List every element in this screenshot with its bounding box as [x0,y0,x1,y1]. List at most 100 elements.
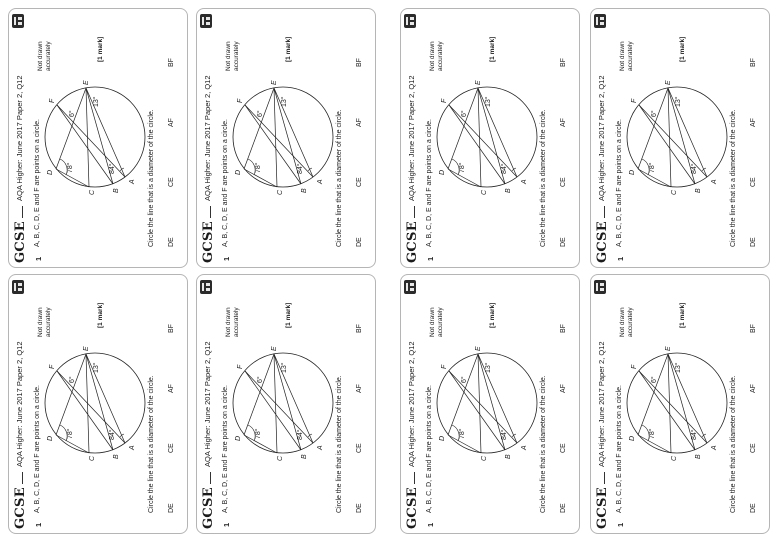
option-de[interactable]: DE [750,237,757,247]
option-ce[interactable]: CE [750,177,757,187]
option-bf[interactable]: BF [560,324,567,333]
option-bf[interactable]: BF [356,58,363,67]
option-ce[interactable]: CE [560,443,567,453]
option-bf[interactable]: BF [356,324,363,333]
option-af[interactable]: AF [750,384,757,393]
option-de[interactable]: DE [168,237,175,247]
card-content: GCSE AQA Higher: June 2017 Paper 2, Q12 … [591,9,769,267]
angle-label-84: 84° [500,163,508,174]
question-number: 1 [222,522,231,527]
option-de[interactable]: DE [356,237,363,247]
instruction: Circle the line that is a diameter of th… [540,375,547,513]
point-c-label: C [481,455,488,461]
option-de[interactable]: DE [560,237,567,247]
chord-af [244,370,314,444]
question-source: AQA Higher: June 2017 Paper 2, Q12 [597,341,606,468]
angle-label-78: 78° [66,428,74,439]
chord-bf [244,370,302,451]
option-de[interactable]: DE [356,503,363,513]
mark-allocation: [1 mark] [679,302,686,328]
option-bf[interactable]: BF [560,58,567,67]
chord-dc [55,168,90,188]
option-af[interactable]: AF [750,118,757,127]
point-f-label: F [631,364,638,369]
question-stem: A, B, C, D, E and F are points on a circ… [222,385,229,513]
title-dash [604,472,605,484]
angle-label-84: 84° [108,163,116,174]
angle-arc-a [307,433,313,438]
question-number: 1 [426,256,435,261]
option-af[interactable]: AF [560,118,567,127]
option-de[interactable]: DE [560,503,567,513]
option-af[interactable]: AF [168,118,175,127]
angle-label-13: 13° [92,96,100,107]
option-bf[interactable]: BF [750,58,757,67]
chord-af [56,104,126,178]
option-af[interactable]: AF [356,118,363,127]
option-bf[interactable]: BF [168,324,175,333]
angle-label-13: 13° [484,362,492,373]
worksheet-card-1: GCSE AQA Higher: June 2017 Paper 2, Q12 … [8,8,188,268]
point-b-label: B [301,188,308,193]
option-ce[interactable]: CE [356,177,363,187]
chord-bf [448,370,506,451]
angle-arc-d [247,424,256,442]
angle-arc-a [307,167,313,172]
chord-af [244,104,314,178]
angle-label-6: 6° [256,110,264,117]
chord-bf [56,104,114,185]
instruction: Circle the line that is a diameter of th… [336,109,343,247]
gcse-logo-text: GCSE [201,221,216,263]
angle-label-84: 84° [690,429,698,440]
option-af[interactable]: AF [560,384,567,393]
chord-be [273,87,302,185]
option-af[interactable]: AF [168,384,175,393]
circle [626,86,728,188]
instruction: Circle the line that is a diameter of th… [148,375,155,513]
chord-bf [244,104,302,185]
option-bf[interactable]: BF [750,324,757,333]
point-a-label: A [317,179,324,185]
angle-arc-d [247,158,256,176]
circle [626,352,728,454]
point-d-label: D [629,436,636,441]
option-de[interactable]: DE [168,503,175,513]
card-content: GCSE AQA Higher: June 2017 Paper 2, Q12 … [9,9,187,267]
chord-bf [56,370,114,451]
chord-af [638,370,708,444]
chord-ce [85,353,90,454]
option-ce[interactable]: CE [750,443,757,453]
angle-label-6: 6° [256,376,264,383]
card-content: GCSE AQA Higher: June 2017 Paper 2, Q12 … [197,9,375,267]
circle-diagram: A B C D E F 84° 78° 6° 13° [436,346,538,461]
point-f-label: F [237,98,244,103]
circle-diagram: A B C D E F 84° 78° 6° 13° [626,80,728,195]
gcse-logo-text: GCSE [595,221,610,263]
worksheet-card-6: GCSE AQA Higher: June 2017 Paper 2, Q12 … [400,274,580,534]
chord-be [85,87,114,185]
option-ce[interactable]: CE [356,443,363,453]
angle-label-13: 13° [280,96,288,107]
chord-de [243,87,275,170]
option-de[interactable]: DE [750,503,757,513]
circle-diagram: A B C D E F 84° 78° 6° 13° [436,80,538,195]
option-bf[interactable]: BF [168,58,175,67]
angle-label-6: 6° [460,376,468,383]
chord-ae [667,87,708,178]
angle-arc-d [641,158,650,176]
card-content: GCSE AQA Higher: June 2017 Paper 2, Q12 … [9,275,187,533]
worksheet-card-2: GCSE AQA Higher: June 2017 Paper 2, Q12 … [8,274,188,534]
question-stem: A, B, C, D, E and F are points on a circ… [34,385,41,513]
option-ce[interactable]: CE [560,177,567,187]
question-source: AQA Higher: June 2017 Paper 2, Q12 [597,75,606,202]
question-source: AQA Higher: June 2017 Paper 2, Q12 [15,341,24,468]
option-ce[interactable]: CE [168,443,175,453]
point-f-label: F [441,364,448,369]
option-ce[interactable]: CE [168,177,175,187]
chord-dc [243,168,278,188]
chord-be [85,353,114,451]
exam-board-logo-icon [404,14,416,28]
point-c-label: C [277,189,284,195]
card-content: GCSE AQA Higher: June 2017 Paper 2, Q12 … [197,275,375,533]
option-af[interactable]: AF [356,384,363,393]
